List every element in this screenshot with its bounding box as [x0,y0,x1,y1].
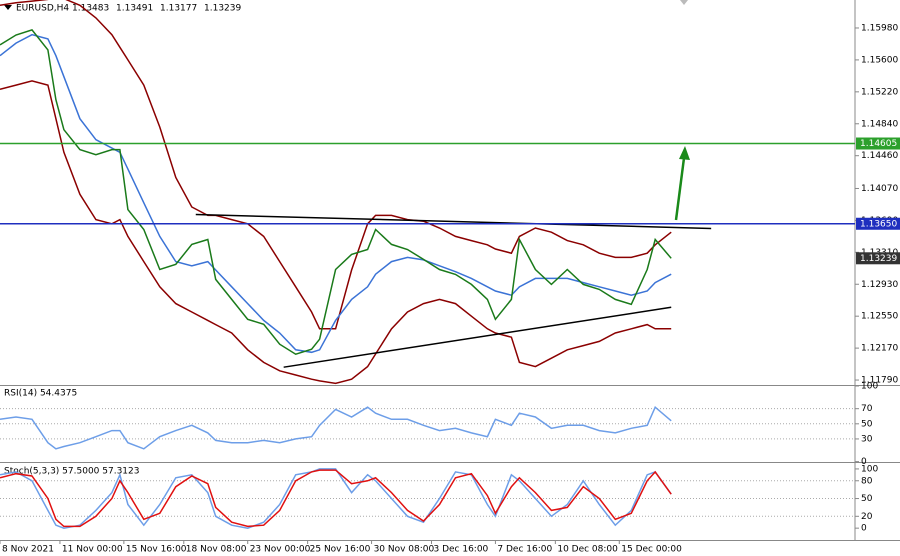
y-tick-label: 100 [861,464,878,474]
y-tick-label: 1.15600 [861,55,898,65]
price-label-box [856,137,900,150]
series-line [0,405,672,450]
x-tick-label: 3 Dec 16:00 [433,545,488,555]
trendline [195,213,712,230]
panel [0,468,855,529]
series-line [0,33,672,354]
arrow-shaft [674,157,686,221]
y-tick-label: 1.12170 [861,344,898,354]
ohlc-value: 1.13239 [204,4,241,14]
y-tick-label: 80 [861,476,873,486]
shift-marker [680,0,688,5]
series-line [0,468,672,529]
x-tick-label: 7 Dec 16:00 [497,545,552,555]
y-tick-label: 1.14840 [861,119,898,129]
forecast-arrow [674,146,690,221]
price-label-box [856,252,900,265]
x-tick-label: 18 Nov 08:00 [186,545,247,555]
arrow-head [679,146,690,160]
y-tick-label: 1.12930 [861,280,898,290]
y-tick-label: 0 [861,524,867,534]
y-tick-label: 20 [861,512,873,522]
y-tick-label: 100 [861,382,878,392]
ohlc-value: 1.13177 [160,4,197,14]
y-tick-label: 1.14460 [861,151,898,161]
x-tick-label: 23 Nov 00:00 [250,545,311,555]
x-tick-label: 11 Nov 00:00 [62,545,123,555]
series-line [0,469,672,528]
price-label: 1.13239 [860,254,897,264]
y-tick-label: 0 [861,457,867,467]
y-tick-label: 1.15220 [861,87,898,97]
x-tick-label: 10 Dec 08:00 [557,545,618,555]
y-tick-label: 30 [861,434,873,444]
x-tick-label: 30 Nov 08:00 [374,545,435,555]
y-tick-label: 1.11790 [861,376,898,386]
ohlc-value: 1.13483 [72,4,109,14]
symbol-title: EURUSD,H4 [16,4,69,14]
x-tick-label: 15 Dec 00:00 [621,545,682,555]
x-tick-label: 15 Nov 16:00 [126,545,187,555]
panel [0,0,855,385]
y-tick-label: 50 [861,419,873,429]
price-label: 1.13650 [860,219,897,229]
y-tick-label: 1.15980 [861,23,898,33]
menu-icon[interactable] [4,5,12,10]
price-label: 1.14605 [860,139,897,149]
series-line [0,0,672,330]
x-tick-label: 8 Nov 2021 [2,545,54,555]
price-label-box [856,217,900,230]
series-line [0,29,672,356]
stoch-title: Stoch(5,3,3) 57.5000 57.3123 [4,467,139,477]
rsi-title: RSI(14) 54.4375 [4,389,77,399]
panel [0,405,855,450]
y-tick-label: 50 [861,494,873,504]
y-tick-label: 1.14070 [861,184,898,194]
y-tick-label: 70 [861,404,873,414]
trendline [283,306,672,368]
x-tick-label: 25 Nov 16:00 [310,545,371,555]
y-tick-label: 1.12550 [861,312,898,322]
ohlc-value: 1.13491 [116,4,153,14]
